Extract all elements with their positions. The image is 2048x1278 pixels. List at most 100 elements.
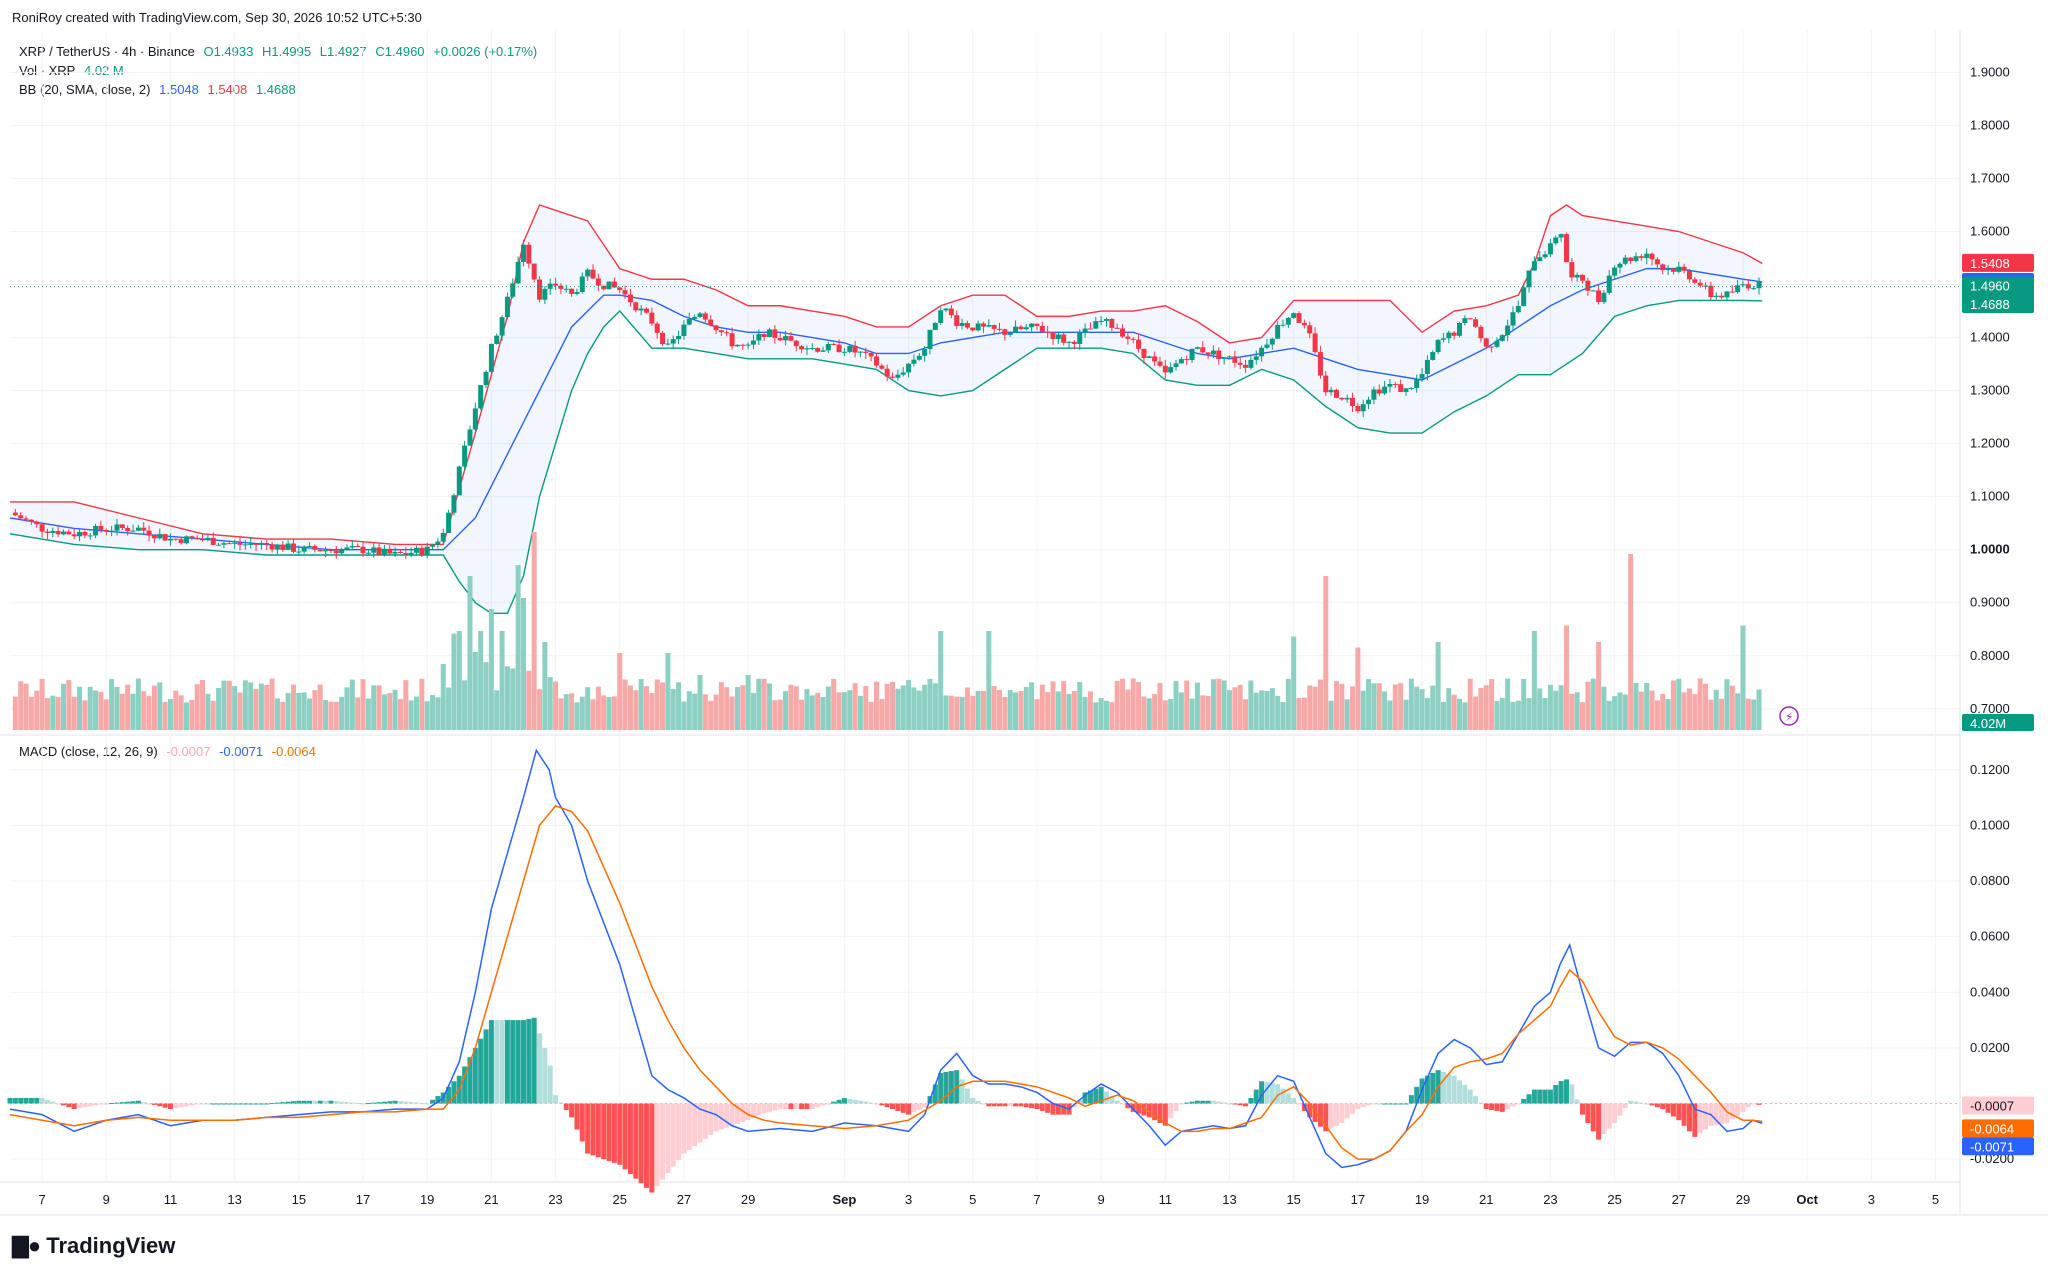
- macd-hist-bar: [1451, 1075, 1457, 1104]
- macd-hist-bar: [643, 1103, 649, 1188]
- volume-bar: [1194, 682, 1200, 730]
- candle-body: [200, 539, 206, 541]
- candle-body: [1184, 359, 1190, 361]
- volume-bar: [349, 679, 355, 730]
- candle-body: [301, 546, 307, 552]
- candle-body: [569, 288, 575, 294]
- macd-label[interactable]: MACD (close, 12, 26, 9): [19, 744, 158, 759]
- candle-body: [622, 290, 628, 295]
- volume-bar: [467, 576, 473, 730]
- macd-hist-bar: [1724, 1103, 1730, 1123]
- volume-bar: [1606, 700, 1612, 730]
- macd-hist-bar: [285, 1101, 291, 1104]
- volume-bar: [852, 683, 858, 730]
- volume-bar: [1103, 700, 1109, 730]
- bb-label[interactable]: BB (20, SMA, close, 2): [19, 82, 151, 97]
- volume-bar: [226, 680, 232, 730]
- volume-bar: [643, 686, 649, 730]
- macd-legend: MACD (close, 12, 26, 9) -0.0007 -0.0071 …: [19, 744, 321, 759]
- macd-hist-bar: [1580, 1103, 1586, 1115]
- candle-body: [184, 536, 190, 544]
- volume-bar: [1007, 690, 1013, 730]
- volume-bar: [1478, 687, 1484, 730]
- macd-hist-bar: [23, 1097, 29, 1104]
- candle-body: [157, 534, 163, 539]
- candle-body: [419, 547, 425, 555]
- macd-hist-bar: [665, 1103, 671, 1174]
- candle-body: [1125, 336, 1131, 339]
- macd-hist-bar: [1494, 1103, 1500, 1111]
- volume-bar: [569, 693, 575, 730]
- macd-hist-bar: [772, 1103, 778, 1111]
- volume-bar: [1013, 692, 1019, 730]
- volume-bar: [1376, 683, 1382, 730]
- candle-body: [1253, 356, 1259, 360]
- volume-bar: [1521, 679, 1527, 730]
- candle-body: [676, 335, 682, 340]
- macd-hist-bar: [713, 1103, 719, 1132]
- macd-hist-bar: [205, 1103, 211, 1105]
- macd-hist-bar: [884, 1103, 890, 1108]
- macd-hist-bar: [1184, 1102, 1190, 1104]
- candle-body: [750, 340, 756, 345]
- volume-bar: [392, 689, 398, 730]
- candle-body: [1210, 350, 1216, 355]
- volume-bar: [328, 701, 334, 730]
- x-tick-label: 17: [1351, 1192, 1365, 1207]
- macd-hist-bar: [430, 1099, 436, 1104]
- x-tick-label: 23: [548, 1192, 562, 1207]
- volume-bar: [1071, 690, 1077, 730]
- volume-bar: [210, 700, 216, 730]
- macd-hist-bar: [1061, 1103, 1067, 1115]
- volume-bar: [595, 686, 601, 730]
- macd-hist-bar: [686, 1103, 692, 1150]
- candle-body: [1098, 320, 1104, 322]
- symbol-label[interactable]: XRP / TetherUS · 4h · Binance: [19, 44, 195, 59]
- volume-bar: [1189, 698, 1195, 730]
- macd-hist-bar: [1756, 1103, 1762, 1105]
- volume-bar: [777, 699, 783, 730]
- volume-bar: [408, 700, 414, 730]
- tradingview-logo[interactable]: ▇● TradingView: [12, 1233, 175, 1259]
- macd-tick-label: 0.0800: [1970, 873, 2010, 888]
- volume-bar: [1676, 678, 1682, 730]
- volume-bar: [1457, 698, 1463, 730]
- candle-body: [424, 546, 430, 555]
- candle-body: [1542, 254, 1548, 258]
- volume-tag-text: 4.02M: [1970, 716, 2006, 731]
- macd-hist-bar: [932, 1084, 938, 1104]
- macd-hist-bar: [745, 1103, 751, 1121]
- macd-hist-bar: [355, 1103, 361, 1105]
- candle-body: [906, 363, 912, 373]
- candle-body: [403, 553, 409, 555]
- volume-bar: [1323, 576, 1329, 730]
- volume-bar: [360, 679, 366, 730]
- candle-body: [93, 525, 99, 536]
- macd-hist-bar: [1232, 1103, 1238, 1105]
- macd-hist-bar: [938, 1072, 944, 1104]
- candle-body: [130, 530, 136, 532]
- macd-hist-bar: [857, 1100, 863, 1104]
- volume-bar: [221, 680, 227, 730]
- volume-bar: [617, 653, 623, 730]
- macd-hist-bar: [1280, 1088, 1286, 1104]
- volume-bar: [237, 692, 243, 730]
- macd-hist-bar: [1478, 1102, 1484, 1104]
- macd-hist-bar: [1537, 1089, 1543, 1104]
- candle-body: [28, 519, 34, 522]
- candle-body: [670, 339, 676, 344]
- candle-body: [729, 333, 735, 347]
- volume-bar: [1045, 692, 1051, 730]
- candle-body: [1446, 332, 1452, 339]
- price-tick-label: 1.2000: [1970, 436, 2010, 451]
- volume-label[interactable]: Vol · XRP: [19, 63, 76, 78]
- candle-body: [970, 327, 976, 331]
- macd-hist-bar: [820, 1103, 826, 1106]
- volume-bar: [745, 675, 751, 730]
- macd-hist-bar: [189, 1103, 195, 1106]
- candle-body: [1232, 356, 1238, 363]
- candle-body: [1521, 287, 1527, 306]
- volume-bar: [1590, 678, 1596, 730]
- volume-bar: [542, 642, 548, 730]
